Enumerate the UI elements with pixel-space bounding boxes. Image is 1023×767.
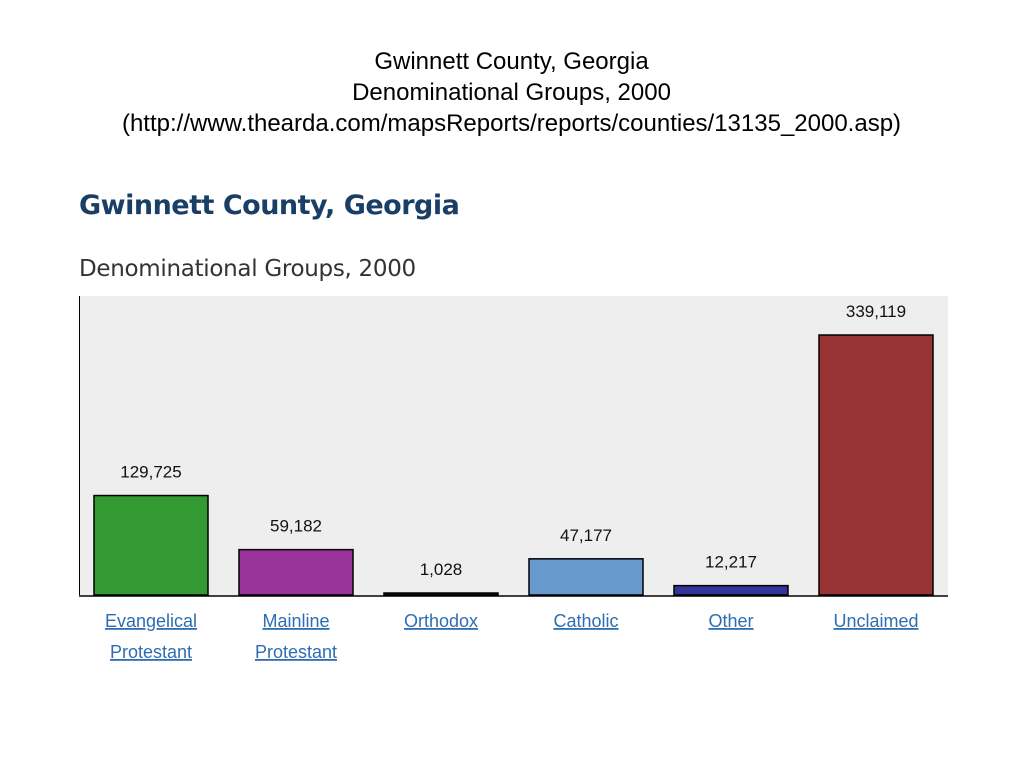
chart-subtitle: Denominational Groups, 2000	[79, 256, 416, 282]
slide-title: Gwinnett County, Georgia Denominational …	[0, 46, 1023, 139]
slide-title-line-1: Gwinnett County, Georgia	[374, 48, 649, 75]
category-label-0-line-1[interactable]: Protestant	[110, 642, 192, 662]
category-label-0-line-0[interactable]: Evangelical	[105, 611, 197, 631]
category-label-3[interactable]: Catholic	[553, 611, 618, 631]
data-label-0: 129,725	[120, 463, 181, 482]
data-label-1: 59,182	[270, 517, 322, 536]
data-label-3: 47,177	[560, 526, 612, 545]
bar-3	[528, 558, 644, 596]
data-label-4: 12,217	[705, 553, 757, 572]
data-label-2: 1,028	[420, 560, 463, 579]
plot-background	[79, 296, 948, 595]
chart-title: Gwinnett County, Georgia	[79, 190, 460, 221]
bar-1	[238, 548, 354, 596]
slide-title-line-2: Denominational Groups, 2000	[352, 79, 671, 106]
data-label-5: 339,119	[846, 302, 906, 321]
category-label-4[interactable]: Other	[708, 611, 753, 631]
bar-2	[383, 592, 499, 596]
bar-0	[93, 494, 209, 596]
category-label-1-line-0[interactable]: Mainline	[262, 611, 329, 631]
bar-4	[673, 584, 789, 596]
category-label-2[interactable]: Orthodox	[404, 611, 478, 631]
category-label-5[interactable]: Unclaimed	[833, 611, 918, 631]
category-label-1-line-1[interactable]: Protestant	[255, 642, 337, 662]
slide-title-line-3: (http://www.thearda.com/mapsReports/repo…	[121, 110, 902, 137]
bar-5	[818, 334, 934, 596]
